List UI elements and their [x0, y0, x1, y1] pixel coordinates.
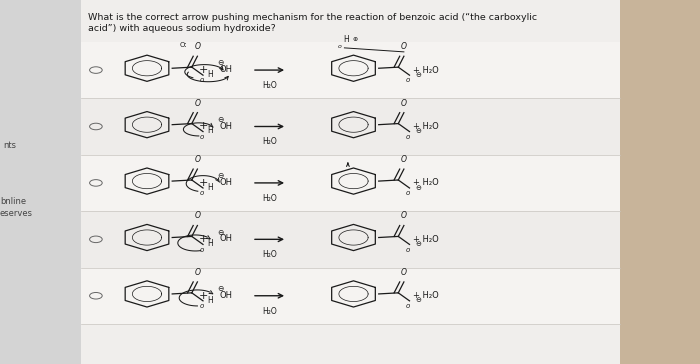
Text: o: o	[406, 190, 410, 196]
Text: O: O	[195, 99, 200, 108]
Text: o: o	[406, 134, 410, 140]
Text: acid”) with aqueous sodium hydroxide?: acid”) with aqueous sodium hydroxide?	[88, 24, 275, 33]
Bar	[620, 0, 700, 364]
Text: o: o	[199, 190, 204, 196]
Text: H₂O: H₂O	[262, 306, 277, 316]
Text: OH: OH	[220, 65, 232, 74]
Text: O: O	[195, 211, 200, 220]
Text: + H₂O: + H₂O	[413, 291, 439, 300]
Text: + H₂O: + H₂O	[413, 66, 439, 75]
Text: H: H	[344, 35, 349, 44]
Text: H₂O: H₂O	[262, 194, 277, 203]
Text: O: O	[401, 268, 407, 277]
Bar	[80, 98, 620, 155]
Text: OH: OH	[220, 234, 232, 244]
Text: +: +	[198, 65, 208, 75]
Text: OH: OH	[220, 178, 232, 187]
Text: H: H	[207, 296, 213, 305]
Text: +: +	[198, 234, 208, 244]
Bar	[80, 211, 620, 268]
Text: ⊖: ⊖	[217, 171, 224, 180]
Text: ⊖: ⊖	[415, 128, 421, 134]
Text: H₂O: H₂O	[262, 250, 277, 259]
Bar	[80, 42, 620, 98]
Text: O: O	[401, 42, 407, 51]
Text: +: +	[198, 291, 208, 301]
Text: What is the correct arrow pushing mechanism for the reaction of benzoic acid (“t: What is the correct arrow pushing mechan…	[88, 13, 537, 22]
Text: +: +	[198, 178, 208, 188]
Text: ⊖: ⊖	[217, 284, 224, 293]
Text: O: O	[401, 155, 407, 164]
Bar	[80, 155, 620, 211]
Text: + H₂O: + H₂O	[413, 178, 439, 187]
Text: O: O	[195, 268, 200, 277]
Text: + H₂O: + H₂O	[413, 122, 439, 131]
Text: ⊖: ⊖	[217, 58, 224, 67]
Bar	[80, 268, 620, 324]
Text: o: o	[199, 78, 204, 83]
Text: ⊖: ⊖	[415, 241, 421, 247]
Text: O: O	[195, 155, 200, 164]
Text: H₂O: H₂O	[262, 81, 277, 90]
Text: o: o	[406, 303, 410, 309]
Text: OH: OH	[220, 291, 232, 300]
Text: o: o	[199, 247, 204, 253]
Text: o: o	[199, 134, 204, 140]
Text: bnline
eserves: bnline eserves	[0, 197, 33, 218]
Text: O:: O:	[180, 42, 187, 48]
Text: nts: nts	[4, 141, 17, 150]
Text: o: o	[337, 44, 342, 49]
Text: ⊖: ⊖	[217, 228, 224, 237]
Text: ⊖: ⊖	[415, 297, 421, 304]
Text: ⊖: ⊖	[415, 72, 421, 78]
Text: ⊕: ⊕	[352, 37, 358, 42]
Text: o: o	[406, 247, 410, 253]
Text: o: o	[199, 303, 204, 309]
Text: O: O	[401, 211, 407, 220]
Text: o: o	[406, 78, 410, 83]
Text: O: O	[401, 99, 407, 108]
Text: OH: OH	[220, 122, 232, 131]
Text: H: H	[207, 126, 213, 135]
Text: H₂O: H₂O	[262, 138, 277, 146]
Text: + H₂O: + H₂O	[413, 235, 439, 244]
Text: H: H	[207, 70, 213, 79]
Text: ⊖: ⊖	[217, 115, 224, 124]
Text: +: +	[198, 122, 208, 131]
Text: ⊖: ⊖	[415, 185, 421, 191]
Bar	[80, 0, 620, 364]
Text: H: H	[207, 239, 213, 248]
Text: O: O	[195, 42, 200, 51]
Text: H: H	[207, 183, 213, 192]
